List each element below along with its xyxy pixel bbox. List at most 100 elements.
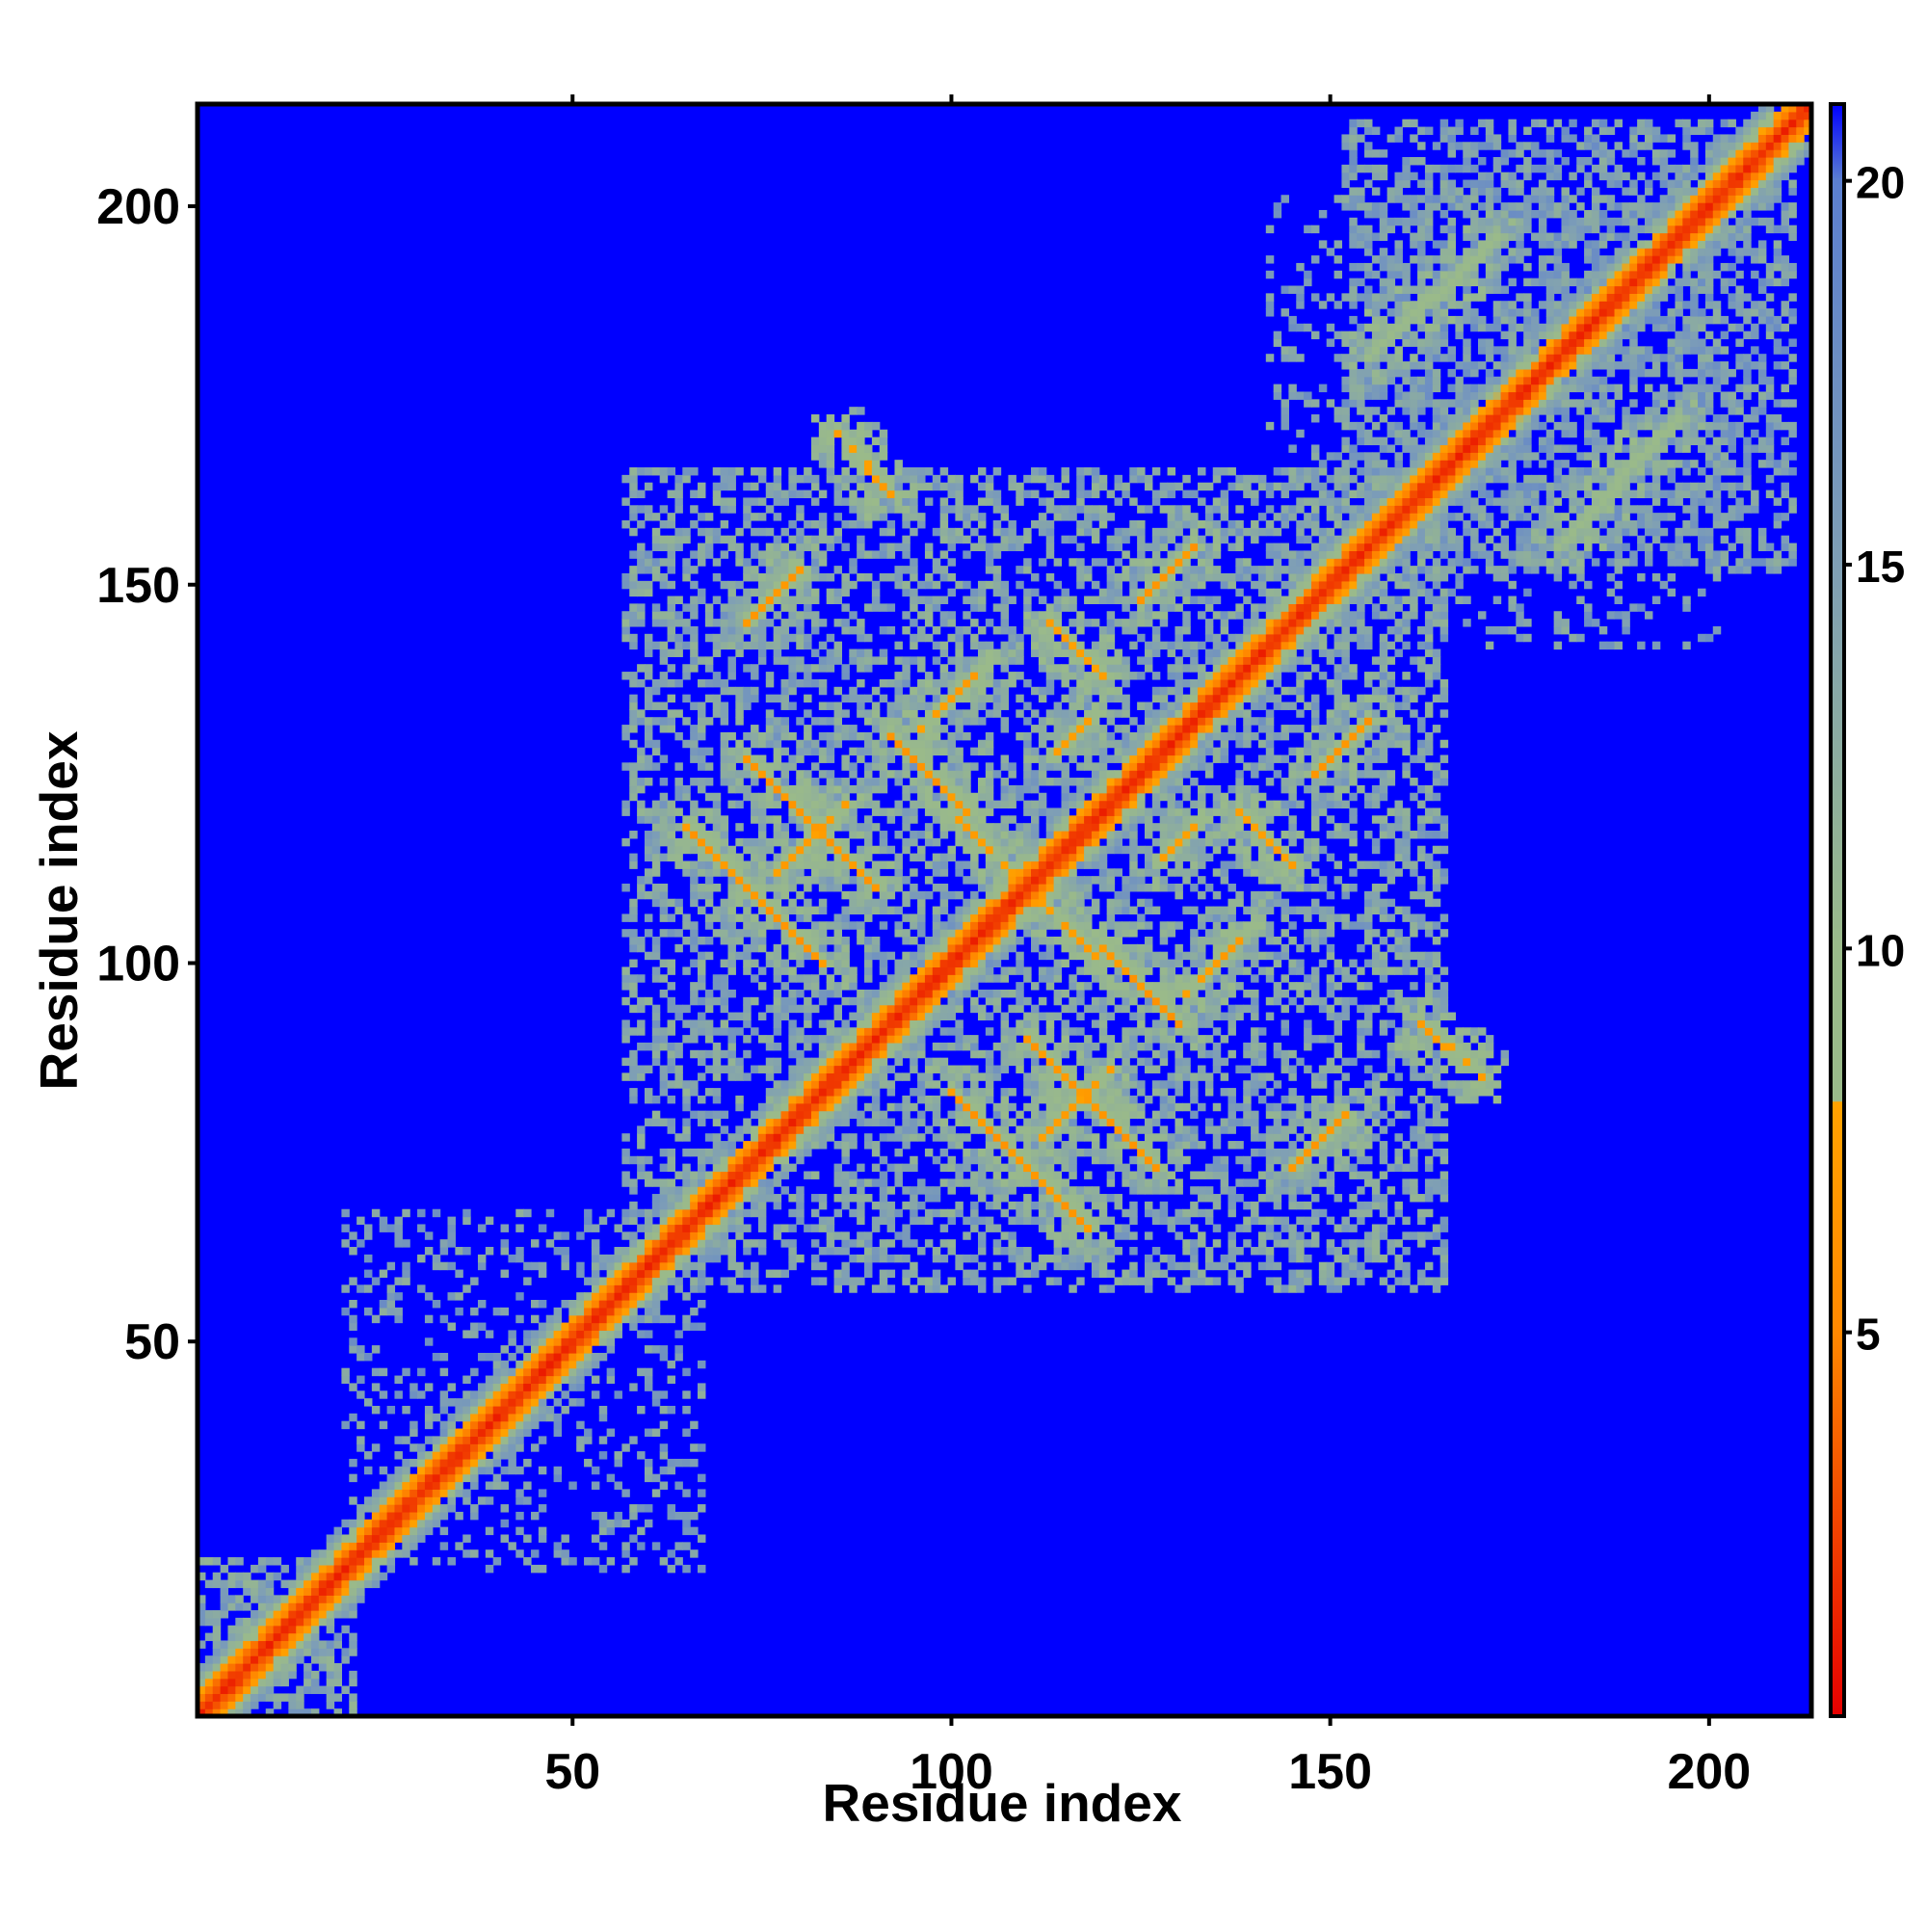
heatmap-cell	[1364, 1066, 1372, 1073]
heatmap-cell	[1061, 891, 1069, 899]
heatmap-cell	[894, 1231, 902, 1239]
heatmap-cell	[349, 1345, 356, 1353]
heatmap-cell	[834, 982, 842, 990]
heatmap-cell	[774, 1224, 781, 1231]
heatmap-cell	[668, 966, 675, 974]
heatmap-cell	[1372, 907, 1380, 914]
heatmap-cell	[1190, 960, 1198, 967]
heatmap-cell	[841, 1171, 849, 1178]
heatmap-cell	[1440, 1255, 1448, 1262]
heatmap-cell	[1175, 1156, 1182, 1164]
heatmap-cell	[721, 1156, 728, 1164]
heatmap-cell	[440, 1527, 448, 1535]
heatmap-cell	[910, 997, 917, 1005]
heatmap-cell	[986, 997, 993, 1005]
heatmap-cell	[607, 1368, 615, 1376]
heatmap-cell	[296, 1610, 304, 1618]
heatmap-cell	[887, 1209, 895, 1217]
heatmap-cell	[864, 1035, 872, 1043]
heatmap-cell	[948, 937, 956, 944]
heatmap-cell	[409, 1421, 417, 1429]
heatmap-cell	[1198, 1019, 1205, 1027]
heatmap-cell	[1274, 952, 1281, 960]
heatmap-cell	[788, 1224, 796, 1231]
heatmap-cell	[970, 1270, 978, 1278]
heatmap-cell	[917, 952, 925, 960]
heatmap-cell	[849, 1209, 857, 1217]
heatmap-cell	[1334, 913, 1342, 921]
heatmap-cell	[1190, 1141, 1198, 1149]
heatmap-cell	[448, 1557, 456, 1565]
heatmap-cell	[774, 907, 781, 914]
heatmap-cell	[910, 1194, 917, 1202]
heatmap-cell	[1107, 1080, 1115, 1088]
heatmap-cell	[1039, 1194, 1046, 1202]
heatmap-cell	[394, 1520, 402, 1527]
heatmap-cell	[804, 884, 811, 891]
heatmap-cell	[690, 884, 698, 891]
heatmap-cell	[281, 1640, 289, 1648]
heatmap-cell	[1046, 944, 1054, 952]
heatmap-cell	[872, 876, 887, 884]
heatmap-cell	[804, 913, 811, 921]
heatmap-cell	[993, 921, 1001, 929]
heatmap-cell	[319, 1557, 327, 1565]
heatmap-cell	[251, 1686, 258, 1694]
heatmap-cell	[1455, 1096, 1463, 1103]
heatmap-cell	[1092, 937, 1099, 944]
heatmap-cell	[448, 1436, 456, 1443]
heatmap-cell	[1410, 929, 1417, 937]
heatmap-cell	[887, 1224, 895, 1231]
heatmap-cell	[1372, 1255, 1380, 1262]
heatmap-cell	[721, 921, 728, 929]
heatmap-cell	[1334, 966, 1342, 974]
heatmap-cell	[910, 1005, 917, 1013]
heatmap-cell	[1031, 1013, 1039, 1020]
heatmap-cell	[1288, 884, 1296, 891]
heatmap-cell	[1243, 1005, 1251, 1013]
heatmap-cell	[568, 1308, 576, 1315]
heatmap-cell	[1205, 907, 1213, 914]
heatmap-cell	[387, 1557, 395, 1565]
heatmap-cell	[1319, 1005, 1327, 1013]
heatmap-cell	[864, 1247, 872, 1255]
heatmap-cell	[705, 1186, 713, 1194]
heatmap-cell	[1251, 1080, 1258, 1088]
heatmap-cell	[258, 1693, 266, 1701]
heatmap-cell	[811, 1103, 819, 1111]
heatmap-cell	[1076, 899, 1084, 907]
heatmap-cell	[1039, 868, 1046, 876]
heatmap-cell	[288, 1701, 296, 1708]
heatmap-cell	[546, 1353, 554, 1361]
heatmap-cell	[1069, 1231, 1076, 1239]
heatmap-cell	[751, 868, 758, 876]
heatmap-cell	[266, 1671, 274, 1679]
heatmap-cell	[698, 974, 705, 982]
heatmap-cell	[1076, 1209, 1084, 1217]
heatmap-cell	[645, 1224, 652, 1231]
heatmap-cell	[425, 1421, 433, 1429]
heatmap-cell	[1008, 1277, 1016, 1284]
heatmap-cell	[933, 944, 940, 952]
heatmap-cell	[652, 937, 660, 944]
heatmap-cell	[1311, 907, 1319, 914]
heatmap-cell	[554, 1474, 562, 1482]
heatmap-cell	[394, 1467, 402, 1474]
heatmap-cell	[523, 1376, 531, 1384]
heatmap-cell	[713, 1247, 721, 1255]
heatmap-cell	[425, 1383, 433, 1390]
heatmap-cell	[1023, 1156, 1031, 1164]
heatmap-cell	[978, 944, 986, 952]
heatmap-cell	[841, 876, 849, 884]
heatmap-cell	[629, 907, 637, 914]
heatmap-cell	[1266, 868, 1274, 876]
heatmap-cell	[1387, 868, 1395, 876]
heatmap-cell	[796, 1125, 804, 1133]
heatmap-cell	[402, 1474, 409, 1482]
heatmap-cell	[1122, 960, 1129, 967]
heatmap-cell	[766, 1058, 774, 1066]
heatmap-cell	[1304, 907, 1311, 914]
heatmap-cell	[1227, 1050, 1235, 1058]
heatmap-cell	[1274, 937, 1281, 944]
heatmap-cell	[380, 1504, 387, 1512]
